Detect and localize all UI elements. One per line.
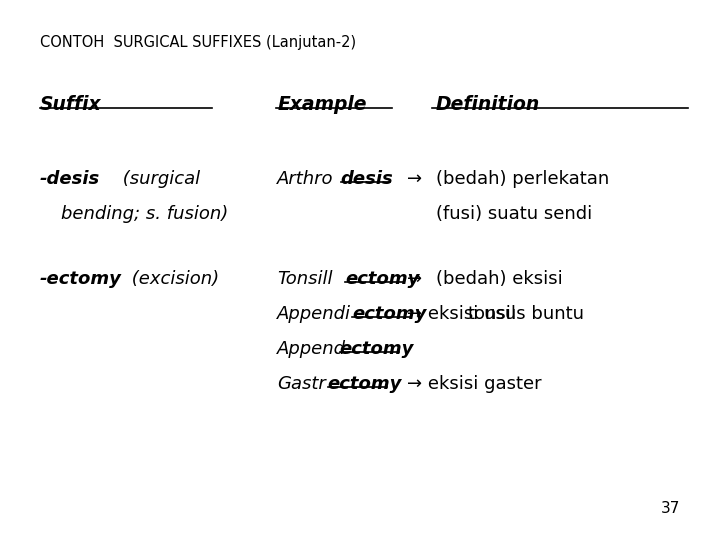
- Text: Tonsill: Tonsill: [277, 270, 333, 288]
- Text: Suffix: Suffix: [40, 94, 102, 113]
- Text: (excision): (excision): [126, 270, 219, 288]
- Text: Appendi: Appendi: [277, 305, 351, 323]
- Text: Example: Example: [277, 94, 366, 113]
- Text: → eksisi usus buntu: → eksisi usus buntu: [407, 305, 584, 323]
- Text: bending; s. fusion): bending; s. fusion): [61, 205, 228, 223]
- Text: -desis: -desis: [40, 170, 100, 188]
- Text: (fusi) suatu sendi: (fusi) suatu sendi: [436, 205, 592, 223]
- Text: ectomy: ectomy: [328, 375, 402, 393]
- Text: ectomy: ectomy: [352, 305, 426, 323]
- Text: ectomy: ectomy: [345, 270, 419, 288]
- Text: →: →: [407, 170, 422, 188]
- Text: ectomy: ectomy: [340, 340, 414, 358]
- Text: →: →: [407, 270, 422, 288]
- Text: tonsil: tonsil: [468, 305, 517, 323]
- Text: Definition: Definition: [436, 94, 540, 113]
- Text: Gastr: Gastr: [277, 375, 326, 393]
- Text: -ectomy: -ectomy: [40, 270, 122, 288]
- Text: (bedah) eksisi: (bedah) eksisi: [436, 270, 562, 288]
- Text: Append: Append: [277, 340, 346, 358]
- Text: (bedah) perlekatan: (bedah) perlekatan: [436, 170, 609, 188]
- Text: desis: desis: [341, 170, 393, 188]
- Text: 37: 37: [661, 501, 680, 516]
- Text: CONTOH  SURGICAL SUFFIXES (Lanjutan-2): CONTOH SURGICAL SUFFIXES (Lanjutan-2): [40, 35, 356, 50]
- Text: → eksisi gaster: → eksisi gaster: [407, 375, 541, 393]
- Text: Arthro: Arthro: [277, 170, 333, 188]
- Text: (surgical: (surgical: [117, 170, 199, 188]
